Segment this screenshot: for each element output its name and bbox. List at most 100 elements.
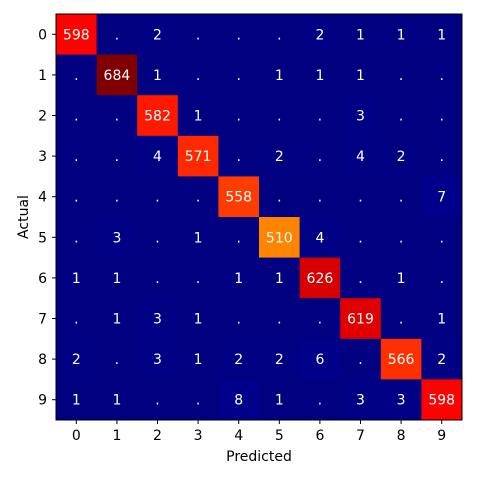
heatmap-cell: [299, 176, 341, 218]
heatmap-cell: [340, 338, 382, 380]
heatmap-cell: [56, 14, 98, 56]
cell-value-label: .: [318, 109, 322, 125]
cell-value-label: 3: [356, 393, 365, 409]
cell-value-label: .: [358, 271, 362, 287]
heatmap-cell: [421, 298, 463, 340]
y-tick-label: 4: [38, 190, 47, 206]
cell-value-label: .: [74, 190, 78, 206]
cell-value-label: .: [318, 312, 322, 328]
cell-value-label: .: [155, 271, 159, 287]
cell-value-label: .: [358, 352, 362, 368]
cell-value-label: .: [439, 68, 443, 84]
cell-value-label: 8: [234, 393, 243, 409]
heatmap-cell: [421, 95, 463, 137]
cell-value-label: 2: [397, 149, 406, 165]
cell-value-label: 1: [397, 271, 406, 287]
heatmap-cell: [218, 135, 260, 177]
heatmap-cell: [340, 176, 382, 218]
cell-value-label: 3: [153, 352, 162, 368]
cell-value-label: 1: [275, 68, 284, 84]
cell-value-label: 1: [397, 27, 406, 43]
cell-value-label: .: [196, 190, 200, 206]
heatmap-cell: [421, 379, 463, 421]
cell-value-label: 2: [275, 149, 284, 165]
cell-value-label: .: [74, 230, 78, 246]
heatmap-cell: [259, 379, 301, 421]
heatmap-cell: [259, 135, 301, 177]
cell-value-label: .: [196, 68, 200, 84]
cell-value-label: 1: [112, 271, 121, 287]
cell-value-label: 598: [428, 393, 455, 409]
heatmap-cell: [340, 95, 382, 137]
heatmap-cell: [218, 217, 260, 259]
cell-value-label: 1: [315, 68, 324, 84]
heatmap-cell: [218, 257, 260, 299]
cell-value-label: .: [155, 190, 159, 206]
cell-value-label: .: [115, 149, 119, 165]
heatmap-cell: [96, 217, 138, 259]
heatmap-cells: [56, 14, 463, 421]
heatmap-cell: [299, 379, 341, 421]
heatmap-cell: [299, 217, 341, 259]
heatmap-cell: [259, 176, 301, 218]
cell-value-label: .: [439, 109, 443, 125]
cell-value-label: .: [439, 230, 443, 246]
heatmap-cell: [340, 257, 382, 299]
y-tick-label: 5: [38, 230, 47, 246]
heatmap-cell: [177, 338, 219, 380]
heatmap-cell: [421, 176, 463, 218]
y-tick-label: 6: [38, 271, 47, 287]
heatmap-cell: [380, 379, 422, 421]
cell-value-label: .: [439, 149, 443, 165]
cell-value-label: .: [277, 312, 281, 328]
cell-value-label: 1: [194, 312, 203, 328]
heatmap-cell: [259, 54, 301, 96]
x-tick-label: 3: [194, 428, 203, 444]
heatmap-cell: [177, 95, 219, 137]
cell-value-label: 2: [234, 352, 243, 368]
cell-value-label: 1: [234, 271, 243, 287]
y-axis-label: Actual: [16, 195, 32, 239]
heatmap-cell: [340, 14, 382, 56]
cell-value-label: .: [236, 230, 240, 246]
cell-value-label: 2: [153, 27, 162, 43]
heatmap-cell: [56, 54, 98, 96]
cell-value-label: .: [236, 312, 240, 328]
cell-value-label: 598: [63, 27, 90, 43]
cell-value-label: .: [277, 27, 281, 43]
cell-value-label: .: [115, 190, 119, 206]
heatmap-cell: [218, 176, 260, 218]
cell-value-label: 558: [225, 190, 252, 206]
heatmap-cell: [380, 257, 422, 299]
heatmap-cell: [218, 298, 260, 340]
x-tick-label: 1: [112, 428, 121, 444]
cell-value-label: .: [236, 27, 240, 43]
cell-value-label: 1: [112, 393, 121, 409]
cell-value-label: 4: [315, 230, 324, 246]
x-tick-label: 4: [234, 428, 243, 444]
heatmap-cell: [56, 257, 98, 299]
cell-value-label: .: [318, 149, 322, 165]
cell-value-label: .: [196, 271, 200, 287]
cell-value-label: 4: [153, 149, 162, 165]
cell-value-label: 1: [112, 312, 121, 328]
cell-value-label: 1: [194, 352, 203, 368]
cell-value-label: .: [399, 190, 403, 206]
heatmap-cell: [259, 14, 301, 56]
cell-value-label: .: [74, 109, 78, 125]
x-tick-label: 7: [356, 428, 365, 444]
heatmap-cell: [380, 298, 422, 340]
cell-value-label: 2: [315, 27, 324, 43]
cell-value-label: 2: [437, 352, 446, 368]
cell-value-label: 571: [185, 149, 212, 165]
x-tick-label: 5: [275, 428, 284, 444]
cell-value-label: .: [115, 352, 119, 368]
cell-value-label: .: [155, 393, 159, 409]
cell-value-label: 3: [112, 230, 121, 246]
heatmap-cell: [177, 217, 219, 259]
x-tick-label: 0: [72, 428, 81, 444]
heatmap-cell: [137, 14, 179, 56]
cell-value-label: .: [358, 190, 362, 206]
heatmap-cell: [96, 135, 138, 177]
cell-value-label: 6: [315, 352, 324, 368]
